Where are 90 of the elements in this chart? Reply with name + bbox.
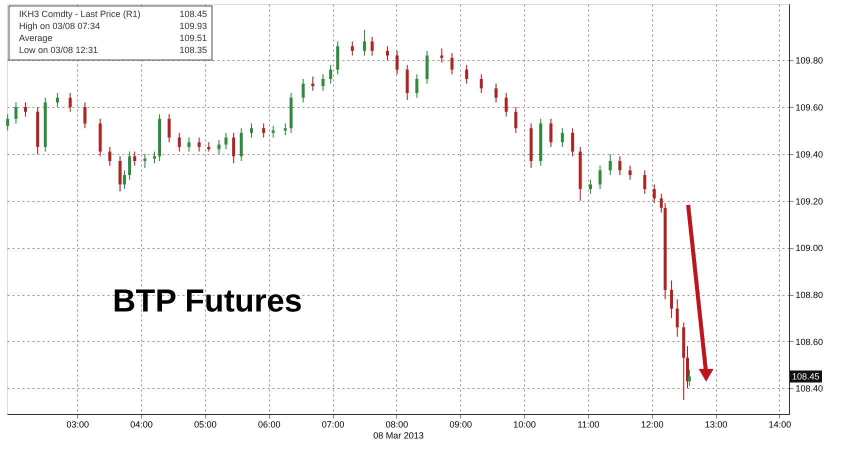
candlestick <box>426 50 429 84</box>
candlestick <box>128 151 132 180</box>
x-tick-label: 11:00 <box>577 420 600 430</box>
candlestick <box>198 137 201 152</box>
candlestick <box>588 179 592 194</box>
x-tick-label: 10:00 <box>513 420 536 430</box>
candlestick <box>133 151 136 166</box>
x-tick-label: 05:00 <box>194 420 217 430</box>
candlestick <box>14 102 18 124</box>
candlestick <box>362 29 366 56</box>
annotation: Low on 03/08 12:31 <box>19 45 98 55</box>
candlestick <box>118 156 122 192</box>
candlestick <box>514 106 518 134</box>
x-tick-label: 12:00 <box>640 420 664 430</box>
y-tick-label: 109.20 <box>796 196 824 206</box>
annotation: 109.93 <box>179 21 207 31</box>
candlestick <box>272 125 275 138</box>
annotation: Average <box>19 33 52 43</box>
candlestick <box>386 46 389 61</box>
candlestick <box>250 122 253 138</box>
candlestick <box>329 64 332 84</box>
annotation: High on 03/08 07:34 <box>19 21 100 31</box>
annotation: 109.51 <box>179 33 207 43</box>
x-tick-label: 07:00 <box>322 420 344 430</box>
candlestick <box>122 170 126 190</box>
y-tick-label: 109.00 <box>796 243 824 254</box>
annotation: IKH3 Comdty - Last Price (R1) <box>19 9 141 19</box>
text: BTP Futures <box>112 282 302 318</box>
candlestick <box>628 165 632 180</box>
candlestick <box>321 74 324 92</box>
candlestick <box>688 368 691 386</box>
candlestick <box>178 132 181 152</box>
candlestick <box>549 118 552 148</box>
candlestick <box>83 102 86 129</box>
x-tick-label: 06:00 <box>258 420 280 430</box>
candlestick <box>56 92 59 108</box>
y-tick-label: 108.80 <box>796 290 824 300</box>
candlestick <box>108 146 112 166</box>
candlestick <box>240 128 243 162</box>
candlestick <box>598 165 602 190</box>
y-tick-label: 108.40 <box>796 384 824 394</box>
candlestick <box>168 114 171 143</box>
y-tick-label: 109.80 <box>796 56 824 66</box>
candlestick <box>68 92 72 112</box>
x-axis-title: 08 Mar 2013 <box>373 430 424 440</box>
candlestick <box>6 114 10 132</box>
candlestick <box>24 102 28 117</box>
candlestick <box>207 142 210 152</box>
candlestick <box>262 122 266 138</box>
candlestick <box>406 64 409 101</box>
candlestick <box>670 280 674 318</box>
candlestick <box>350 40 354 56</box>
candlestick <box>608 153 612 176</box>
candlestick <box>284 122 287 136</box>
candlestick <box>480 74 483 94</box>
candlestick <box>652 184 656 204</box>
x-tick-label: 09:00 <box>449 420 472 430</box>
candlestick <box>686 346 689 389</box>
candlestick <box>618 156 622 176</box>
candlestick <box>187 137 190 152</box>
candlestick <box>465 64 468 84</box>
candlestick <box>302 78 305 103</box>
candlestick <box>217 139 220 154</box>
x-tick-label: 03:00 <box>66 420 89 430</box>
x-tick-label: 04:00 <box>130 420 153 430</box>
candlestick <box>450 52 454 75</box>
y-tick-label: 108.60 <box>796 336 824 347</box>
x-tick-label: 14:00 <box>768 420 792 430</box>
candlestick <box>396 50 399 75</box>
candlestick <box>571 128 574 157</box>
candlestick <box>504 92 508 117</box>
candlestick <box>311 76 314 92</box>
text: 108.45 <box>792 372 820 382</box>
y-tick-label: 109.40 <box>796 149 824 160</box>
candlestick <box>560 128 564 148</box>
candlestick <box>415 74 418 98</box>
y-tick-label: 109.60 <box>796 102 824 113</box>
candlestick <box>370 36 374 56</box>
x-tick-label: 08:00 <box>386 420 408 430</box>
x-tick-label: 13:00 <box>704 420 728 430</box>
annotation: 108.45 <box>179 9 207 19</box>
annotation: 108.35 <box>179 45 207 55</box>
candlestick <box>336 40 340 75</box>
candlestick <box>440 48 444 64</box>
candlestick <box>143 153 146 168</box>
candlestick <box>494 83 498 103</box>
candlestick <box>232 132 236 164</box>
candlestick <box>643 170 646 194</box>
candlestick <box>224 132 228 150</box>
candlestick <box>676 298 679 338</box>
